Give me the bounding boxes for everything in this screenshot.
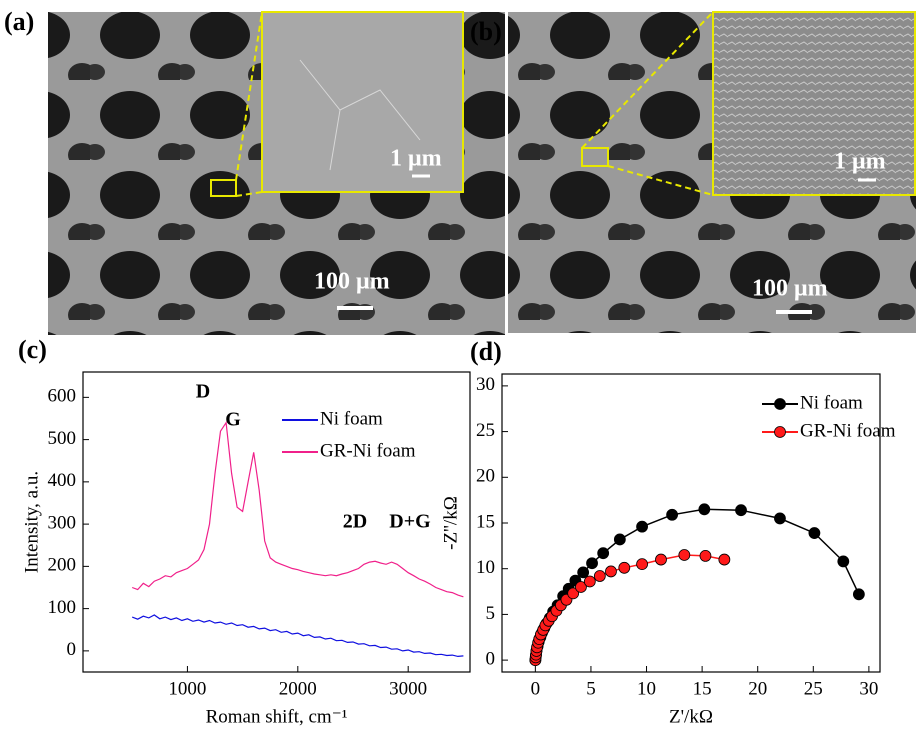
annotation: G (225, 409, 241, 431)
y-axis-title: Intensity, a.u. (21, 471, 42, 573)
legend-label: Ni foam (800, 392, 863, 413)
point (567, 587, 580, 600)
y-tick-label: 300 (48, 512, 77, 533)
point (586, 557, 598, 570)
y-tick-label: 25 (476, 420, 495, 441)
sem-panel-a (48, 11, 505, 335)
scale-label: 1 μm (834, 149, 886, 175)
legend-marker (774, 398, 786, 410)
point (577, 566, 590, 579)
y-tick-label: 500 (48, 428, 77, 449)
point (593, 570, 606, 582)
point (636, 520, 648, 533)
x-axis-title: Z'/kΩ (669, 706, 713, 727)
annotation: 2D (343, 511, 367, 533)
panel-label: (b) (470, 17, 502, 46)
point (636, 558, 648, 571)
y-tick-label: 600 (48, 386, 77, 407)
y-tick-label: 0 (67, 639, 77, 660)
y-tick-label: 10 (476, 557, 495, 578)
point (718, 553, 731, 566)
scale-label: 1 μm (390, 146, 442, 172)
y-tick-label: 15 (476, 511, 495, 532)
legend-marker (774, 426, 786, 438)
panel-label: (d) (470, 337, 502, 366)
legend-label: GR-Ni foam (800, 420, 896, 441)
y-tick-label: 200 (48, 555, 77, 576)
x-tick-label: 2000 (279, 678, 317, 699)
x-tick-label: 3000 (389, 678, 427, 699)
point (852, 588, 865, 601)
x-tick-label: 15 (693, 678, 712, 699)
series-line (131, 420, 464, 598)
y-tick-label: 5 (486, 603, 496, 624)
x-tick-label: 25 (804, 678, 823, 699)
x-axis-title: Roman shift, cm⁻¹ (206, 706, 348, 727)
series-line (131, 614, 464, 658)
plot-frame (501, 373, 881, 673)
point (613, 533, 626, 546)
annotation: D (196, 381, 210, 403)
x-tick-label: 30 (859, 678, 878, 699)
point (655, 553, 667, 566)
panel-label: (a) (4, 7, 34, 36)
legend-label: GR-Ni foam (320, 440, 416, 461)
point (575, 581, 587, 593)
point (666, 508, 678, 521)
x-tick-label: 0 (531, 678, 541, 699)
y-tick-label: 0 (486, 648, 496, 669)
scale-label: 100 μm (314, 269, 390, 295)
y-tick-label: 100 (48, 597, 77, 618)
scale-label: 100 μm (752, 276, 828, 302)
panel-label: (c) (18, 335, 47, 364)
plot-frame (82, 371, 471, 673)
x-tick-label: 1000 (168, 678, 206, 699)
sem-panel-b (508, 11, 916, 333)
point (808, 527, 821, 539)
x-tick-label: 20 (748, 678, 767, 699)
y-axis-title: -Z''/kΩ (440, 496, 461, 550)
point (597, 547, 610, 560)
x-tick-label: 5 (586, 678, 596, 699)
point (837, 555, 850, 568)
point (618, 561, 631, 574)
point (699, 550, 712, 562)
point (583, 575, 596, 588)
point (605, 565, 617, 578)
point (678, 549, 691, 561)
y-tick-label: 30 (476, 374, 495, 395)
point (774, 512, 786, 525)
y-tick-label: 400 (48, 470, 77, 491)
legend-label: Ni foam (320, 408, 383, 429)
point (698, 503, 711, 516)
point (735, 504, 747, 517)
x-tick-label: 10 (637, 678, 656, 699)
y-tick-label: 20 (476, 466, 495, 487)
annotation: D+G (389, 511, 431, 533)
